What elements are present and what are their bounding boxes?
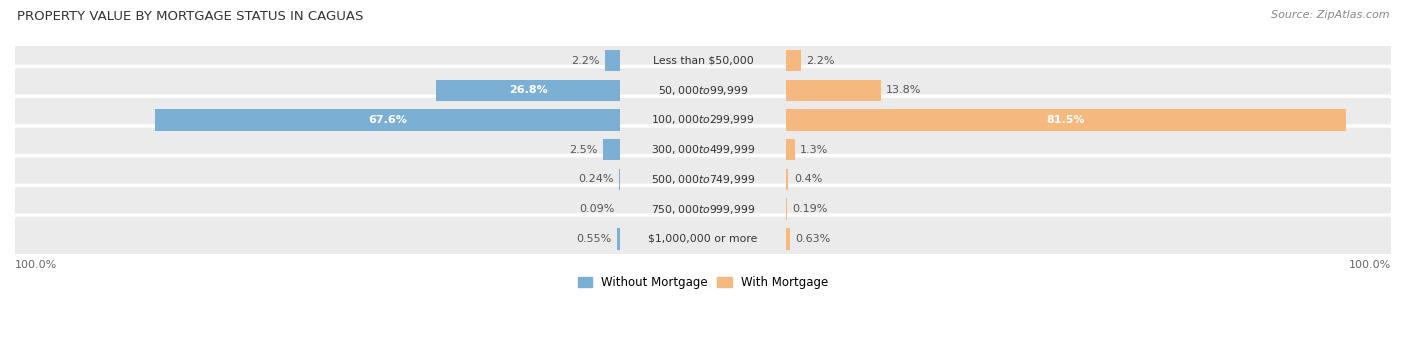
Bar: [436, 79, 620, 101]
FancyBboxPatch shape: [13, 66, 1393, 114]
Bar: [606, 50, 620, 71]
Text: 2.5%: 2.5%: [569, 145, 598, 155]
FancyBboxPatch shape: [13, 126, 1393, 174]
Legend: Without Mortgage, With Mortgage: Without Mortgage, With Mortgage: [574, 271, 832, 294]
Bar: [786, 79, 880, 101]
Text: 0.24%: 0.24%: [578, 174, 613, 184]
Bar: [786, 228, 790, 250]
Text: 2.2%: 2.2%: [806, 56, 835, 65]
Text: 100.0%: 100.0%: [1348, 260, 1391, 270]
Bar: [603, 139, 620, 160]
Text: 26.8%: 26.8%: [509, 85, 547, 95]
Bar: [786, 139, 794, 160]
FancyBboxPatch shape: [13, 186, 1393, 233]
Text: 0.09%: 0.09%: [579, 204, 614, 214]
Text: 13.8%: 13.8%: [886, 85, 921, 95]
FancyBboxPatch shape: [13, 155, 1393, 203]
Text: $50,000 to $99,999: $50,000 to $99,999: [658, 84, 748, 97]
Text: 1.3%: 1.3%: [800, 145, 828, 155]
Text: 0.55%: 0.55%: [576, 234, 612, 244]
Bar: [155, 109, 620, 131]
Bar: [786, 169, 789, 190]
Text: Source: ZipAtlas.com: Source: ZipAtlas.com: [1271, 10, 1389, 20]
FancyBboxPatch shape: [13, 215, 1393, 263]
Text: 0.4%: 0.4%: [794, 174, 823, 184]
Text: 0.63%: 0.63%: [796, 234, 831, 244]
Text: $300,000 to $499,999: $300,000 to $499,999: [651, 143, 755, 156]
Text: $750,000 to $999,999: $750,000 to $999,999: [651, 203, 755, 216]
Text: $1,000,000 or more: $1,000,000 or more: [648, 234, 758, 244]
Bar: [617, 228, 620, 250]
FancyBboxPatch shape: [13, 96, 1393, 144]
Text: 81.5%: 81.5%: [1046, 115, 1085, 125]
Text: $500,000 to $749,999: $500,000 to $749,999: [651, 173, 755, 186]
Bar: [786, 50, 800, 71]
Text: $100,000 to $299,999: $100,000 to $299,999: [651, 114, 755, 127]
Text: 2.2%: 2.2%: [571, 56, 600, 65]
Bar: [786, 109, 1347, 131]
Text: Less than $50,000: Less than $50,000: [652, 56, 754, 65]
Text: 100.0%: 100.0%: [15, 260, 58, 270]
Text: PROPERTY VALUE BY MORTGAGE STATUS IN CAGUAS: PROPERTY VALUE BY MORTGAGE STATUS IN CAG…: [17, 10, 363, 23]
FancyBboxPatch shape: [13, 37, 1393, 84]
Text: 0.19%: 0.19%: [793, 204, 828, 214]
Bar: [619, 169, 620, 190]
Text: 67.6%: 67.6%: [368, 115, 408, 125]
